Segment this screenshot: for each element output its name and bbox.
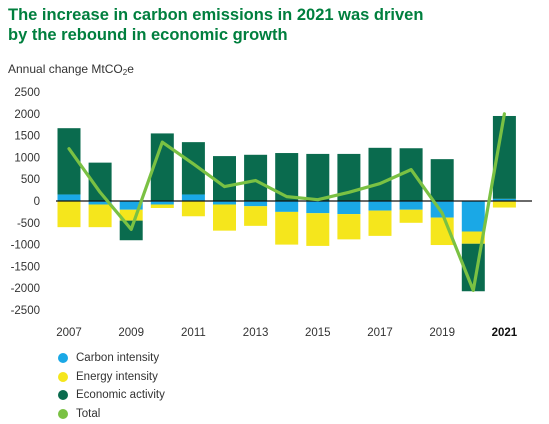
legend-swatch: [58, 371, 68, 382]
line-total: [67, 112, 506, 292]
bar-economic-activity: [430, 159, 454, 201]
legend-swatch: [58, 353, 68, 364]
bar-energy-intensity: [244, 206, 268, 226]
legend-label: Total: [76, 407, 101, 420]
bar-energy-intensity: [181, 201, 205, 217]
bar-energy-intensity: [306, 213, 330, 246]
bar-energy-intensity: [492, 201, 516, 208]
bar-energy-intensity: [150, 204, 174, 208]
bar-carbon-intensity: [337, 201, 361, 215]
x-tick-label: 2015: [305, 327, 331, 339]
legend-label: Energy intensity: [76, 370, 158, 383]
bar-economic-activity: [368, 147, 392, 201]
legend-item-economic-activity: Economic activity: [58, 386, 165, 405]
bar-economic-activity: [57, 128, 81, 195]
bar-energy-intensity: [368, 210, 392, 236]
bar-carbon-intensity: [244, 201, 268, 207]
bar-economic-activity: [399, 148, 423, 201]
x-tick-label: 2021: [492, 327, 518, 339]
bar-economic-activity: [275, 153, 299, 201]
bar-carbon-intensity: [461, 201, 485, 232]
legend-swatch: [58, 408, 68, 419]
chart-title: The increase in carbon emissions in 2021…: [8, 5, 528, 45]
y-tick-label: -2000: [11, 283, 40, 295]
y-axis-label: Annual change MtCO2e: [8, 62, 134, 77]
bar-carbon-intensity: [119, 201, 143, 210]
bar-energy-intensity: [213, 204, 236, 231]
bar-economic-activity: [213, 156, 236, 201]
legend-item-carbon-intensity: Carbon intensity: [58, 349, 165, 368]
bar-carbon-intensity: [368, 201, 392, 211]
y-axis-label-text: Annual change MtCO: [8, 62, 123, 76]
x-tick-label: 2009: [118, 327, 144, 339]
y-tick-label: 500: [21, 174, 40, 186]
chart-title-line-1: The increase in carbon emissions in 2021…: [8, 6, 424, 24]
bar-energy-intensity: [399, 209, 423, 223]
y-tick-label: 0: [34, 196, 40, 208]
bar-economic-activity: [88, 162, 112, 201]
x-tick-label: 2017: [367, 327, 393, 339]
legend-item-energy-intensity: Energy intensity: [58, 368, 165, 387]
bar-carbon-intensity: [57, 194, 81, 201]
bar-economic-activity: [306, 153, 330, 201]
chart-legend: Carbon intensity Energy intensity Economic…: [58, 349, 165, 423]
y-tick-label: -500: [17, 218, 40, 230]
bar-energy-intensity: [88, 204, 112, 228]
bar-economic-activity: [492, 115, 516, 199]
bar-carbon-intensity: [306, 201, 330, 214]
bar-carbon-intensity: [213, 201, 236, 205]
y-axis-label-suffix: e: [127, 62, 134, 76]
bar-energy-intensity: [461, 231, 485, 244]
x-tick-label: 2013: [243, 327, 269, 339]
bar-economic-activity: [244, 154, 268, 201]
bar-carbon-intensity: [181, 194, 205, 201]
y-tick-label: -1500: [11, 261, 40, 273]
y-tick-label: 1500: [14, 131, 40, 143]
chart-title-line-2: by the rebound in economic growth: [8, 26, 288, 44]
bar-energy-intensity: [337, 214, 361, 240]
legend-swatch: [58, 390, 68, 401]
y-tick-label: 2000: [14, 109, 40, 121]
legend-item-total: Total: [58, 405, 165, 424]
bar-energy-intensity: [275, 211, 299, 245]
bar-carbon-intensity: [399, 201, 423, 210]
legend-label: Carbon intensity: [76, 352, 160, 365]
x-tick-label: 2019: [429, 327, 455, 339]
bar-carbon-intensity: [88, 201, 112, 205]
x-tick-label: 2011: [181, 327, 206, 339]
y-tick-label: -2500: [11, 305, 40, 317]
legend-label: Economic activity: [76, 389, 165, 402]
y-tick-label: -1000: [11, 240, 40, 252]
bar-carbon-intensity: [492, 198, 516, 201]
bar-economic-activity: [150, 133, 174, 201]
bar-carbon-intensity: [275, 201, 299, 212]
y-tick-label: 1000: [14, 152, 40, 164]
y-axis-label-subscript: 2: [122, 68, 128, 77]
bar-energy-intensity: [57, 201, 81, 228]
bar-carbon-intensity: [150, 201, 174, 205]
bar-economic-activity: [181, 142, 205, 195]
x-tick-label: 2007: [56, 327, 82, 339]
y-tick-label: 2500: [14, 87, 40, 99]
bar-energy-intensity: [119, 209, 143, 221]
